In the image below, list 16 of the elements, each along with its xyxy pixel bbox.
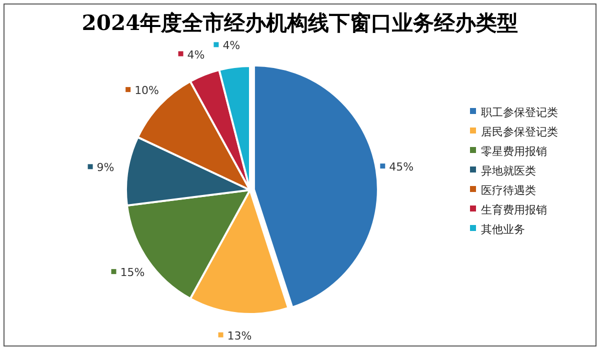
data-label: 4% xyxy=(222,39,240,52)
legend-label: 其他业务 xyxy=(481,223,525,236)
data-label: 45% xyxy=(389,160,414,174)
legend-label: 异地就医类 xyxy=(481,164,536,178)
pie-slice xyxy=(252,64,379,308)
data-label: 9% xyxy=(96,161,114,174)
data-label: 10% xyxy=(134,84,160,98)
legend-label: 居民参保登记类 xyxy=(481,126,558,138)
data-label: 15% xyxy=(120,266,145,280)
legend-label: 医疗待遇类 xyxy=(481,184,536,197)
chart-title: 2024年度全市经办机构线下窗口业务经办类型 xyxy=(82,10,518,35)
legend-label: 生育费用报销 xyxy=(481,204,547,216)
data-label: 13% xyxy=(227,329,252,342)
legend-label: 零星费用报销 xyxy=(481,145,547,158)
data-label: 4% xyxy=(187,48,205,62)
legend-label: 职工参保登记类 xyxy=(481,106,558,119)
